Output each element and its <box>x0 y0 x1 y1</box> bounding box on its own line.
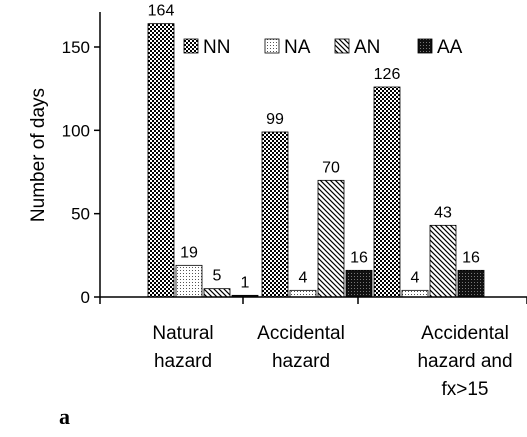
y-tick-label: 150 <box>62 38 90 57</box>
data-labels: 164 99 126 19 4 4 5 70 43 1 16 16 <box>148 3 480 292</box>
bar-na <box>289 289 317 298</box>
data-label: 4 <box>411 269 420 286</box>
x-category-label: fx>15 <box>441 379 488 400</box>
x-category-label: hazard <box>272 351 330 372</box>
data-label: 1 <box>241 274 250 291</box>
bar-nn <box>373 86 401 298</box>
legend-label: NA <box>284 37 311 58</box>
bar-nn <box>147 23 175 298</box>
data-label: 16 <box>462 249 480 266</box>
bar-an <box>203 288 231 298</box>
data-label: 4 <box>299 269 308 286</box>
legend-swatch-nn <box>183 38 199 54</box>
legend-label: AN <box>354 37 380 58</box>
bar-na <box>175 264 203 298</box>
x-category-label: hazard and <box>417 351 512 372</box>
y-tick-label: 100 <box>62 121 90 140</box>
axes <box>99 12 527 298</box>
y-tick-label: 50 <box>71 205 90 224</box>
legend-swatch-an <box>334 38 350 54</box>
bar-na <box>401 289 429 298</box>
x-category-label: Accidental <box>421 323 509 344</box>
y-tick-label: 0 <box>81 288 90 307</box>
legend-label: NN <box>203 37 230 58</box>
x-category-label: Natural <box>152 323 213 344</box>
data-label: 16 <box>350 249 368 266</box>
x-category-label: Accidental <box>257 323 345 344</box>
y-axis-label: Number of days <box>28 88 49 222</box>
panel-label: a <box>59 404 70 429</box>
y-ticks: 0 50 100 150 <box>62 38 100 307</box>
x-category-label: hazard <box>154 351 212 372</box>
x-categories: Natural hazard Accidental hazard Accidental h… <box>99 297 527 400</box>
bars <box>147 23 485 298</box>
data-label: 5 <box>213 268 222 285</box>
data-label: 19 <box>180 244 198 261</box>
bar-nn <box>261 131 289 298</box>
bar-aa <box>457 269 485 298</box>
data-label: 70 <box>322 159 340 176</box>
data-label: 126 <box>374 66 401 83</box>
legend-label: AA <box>437 37 463 58</box>
data-label: 164 <box>148 3 175 20</box>
bar-an <box>317 179 345 298</box>
bar-an <box>429 224 457 298</box>
bar-aa <box>345 269 373 298</box>
data-label: 43 <box>434 204 452 221</box>
legend-swatch-na <box>264 38 280 54</box>
legend-swatch-aa <box>417 38 433 54</box>
data-label: 99 <box>266 111 284 128</box>
legend: NN NA AN AA <box>183 37 463 58</box>
